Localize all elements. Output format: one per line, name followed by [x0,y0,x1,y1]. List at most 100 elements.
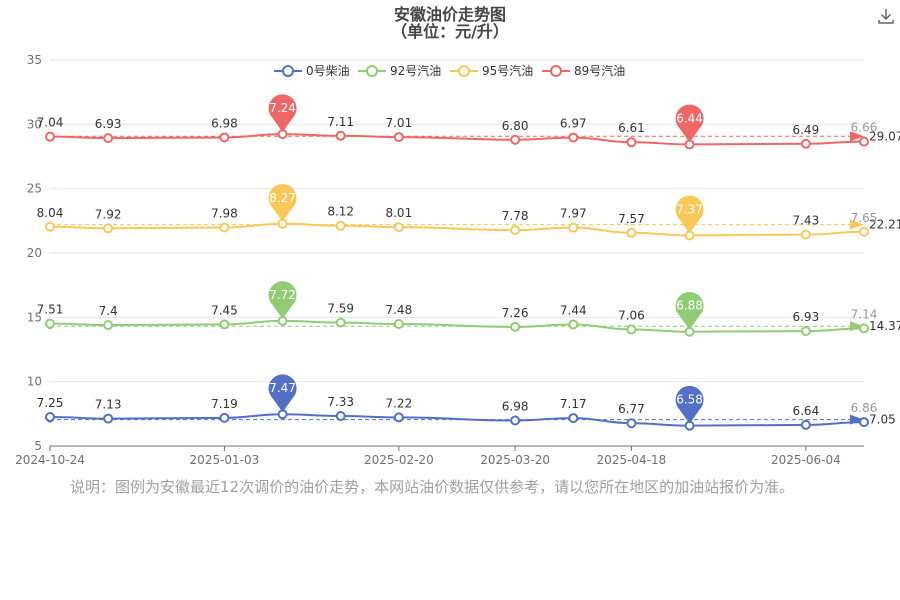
data-point [45,131,55,142]
pin-label: 6.88 [676,299,703,313]
average-arrow [850,131,864,142]
legend-marker [282,65,294,77]
y-tick-label: 20 [27,246,42,260]
data-point [800,229,811,240]
data-point [335,411,346,422]
data-point [393,412,404,423]
data-point [568,319,579,330]
y-tick-label: 35 [27,53,42,67]
data-label: 7.51 [37,303,64,317]
pin-marker [268,374,297,413]
data-point [45,318,55,329]
legend-marker [366,65,378,77]
data-label: 8.01 [385,206,412,220]
y-tick-label: 5 [34,439,42,453]
data-label: 7.59 [327,302,354,316]
pin-marker [675,104,704,143]
data-label: 6.64 [792,404,819,418]
data-label: 7.01 [385,116,412,130]
data-point [568,413,579,424]
pin-marker [268,183,297,222]
series-line [49,133,865,146]
data-label: 7.04 [37,116,64,130]
data-label: 7.25 [37,396,64,410]
data-label: 7.43 [792,214,819,228]
data-label: 7.26 [502,306,529,320]
data-point [626,227,637,238]
data-point [103,320,114,331]
series-line [49,319,865,333]
data-point [45,412,55,423]
data-label: 6.98 [211,116,238,130]
y-tick-label: 30 [27,117,42,131]
data-label: 7.22 [385,396,412,410]
data-label: 6.97 [560,117,587,131]
data-label: 7.33 [327,395,354,409]
average-arrow [850,321,864,332]
data-point [626,137,637,148]
data-label: 6.77 [618,402,645,416]
data-point [335,220,346,231]
data-label: 6.80 [502,119,529,133]
pin-label: 8.27 [269,191,296,205]
data-point [800,419,811,430]
data-label: 7.06 [618,308,645,322]
pin-label: 6.58 [676,393,703,407]
data-label: 7.19 [211,397,238,411]
pin-label: 6.44 [676,111,703,125]
data-point [626,418,637,429]
data-label: 6.93 [792,310,819,324]
data-point [800,138,811,149]
pin-marker [675,291,704,330]
data-label: 7.44 [560,304,587,318]
data-point [510,225,521,236]
legend-label: 92号汽油 [390,63,441,78]
legend-label: 95号汽油 [482,63,533,78]
data-point [859,417,869,428]
series-line [49,413,865,427]
data-label: 7.14 [851,307,878,321]
data-label: 6.66 [851,121,878,135]
data-label: 7.4 [99,304,118,318]
pin-marker [675,385,704,424]
data-point [219,222,230,233]
data-label: 7.45 [211,303,238,317]
data-point [626,324,637,335]
legend-label: 0号柴油 [306,64,350,78]
data-point [510,134,521,145]
average-label: 29.07 [869,129,900,143]
data-label: 7.78 [502,209,529,223]
data-label: 7.65 [851,211,878,225]
data-point [510,321,521,332]
data-point [393,319,404,330]
data-point [219,319,230,330]
data-label: 7.13 [95,398,122,412]
pin-label: 7.37 [676,202,703,216]
average-arrow [850,219,864,230]
data-label: 7.11 [327,115,354,129]
pin-marker [268,94,297,133]
x-tick-label: 2025-04-18 [597,453,667,467]
average-label: 14.37 [869,319,900,333]
data-label: 8.12 [327,205,354,219]
pin-label: 7.24 [269,101,296,115]
legend-marker [550,65,562,77]
data-label: 7.48 [385,303,412,317]
data-point [859,323,869,334]
pin-marker [675,195,704,234]
x-tick-label: 2025-01-03 [190,453,260,467]
chart-title: 安徽油价走势图 [393,5,506,24]
data-point [335,130,346,141]
data-point [568,132,579,143]
average-label: 7.05 [869,413,896,427]
data-point [859,136,869,147]
data-point [103,133,114,144]
data-label: 6.93 [95,117,122,131]
data-point [219,132,230,143]
data-point [103,223,114,234]
average-label: 22.21 [869,218,900,232]
data-label: 7.97 [560,207,587,221]
download-icon[interactable] [876,6,896,26]
pin-label: 7.47 [269,381,296,395]
